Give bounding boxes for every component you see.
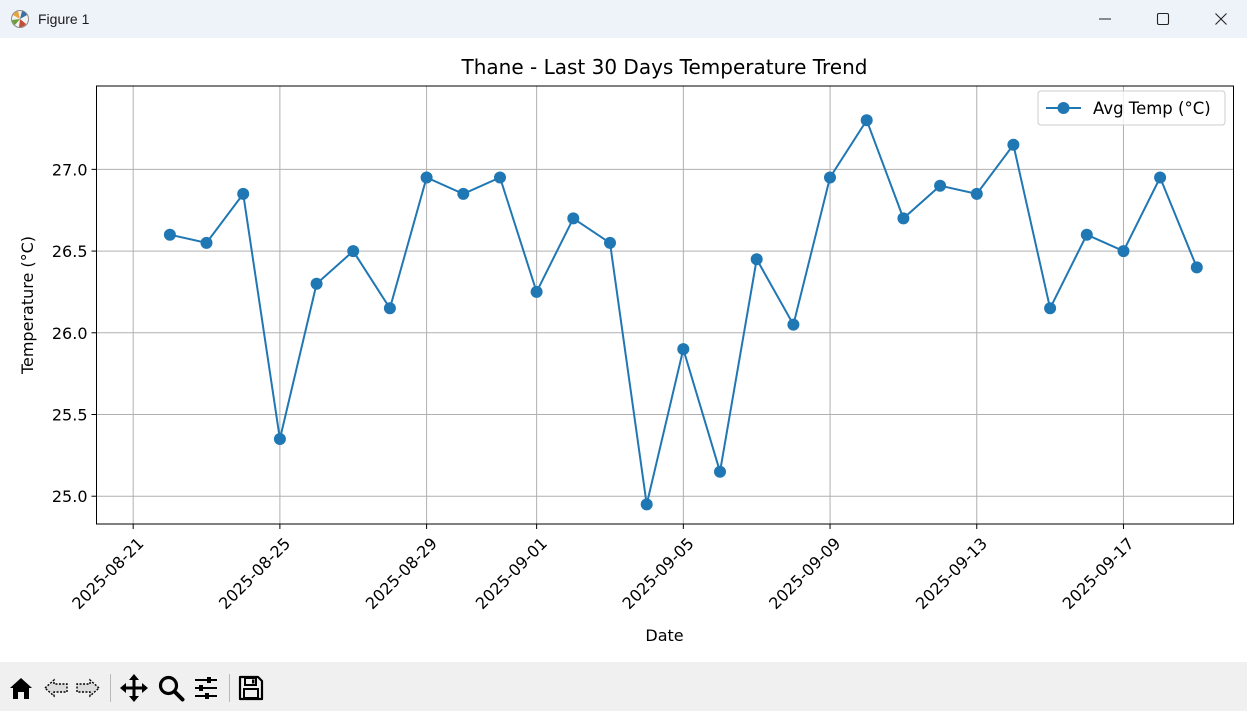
- forward-button[interactable]: [72, 672, 104, 704]
- y-tick-label: 25.0: [52, 487, 88, 506]
- toolbar-separator: [110, 674, 111, 702]
- x-tick-label: 2025-09-05: [618, 534, 697, 613]
- x-tick-label: 2025-08-25: [215, 534, 294, 613]
- y-tick-label: 26.0: [52, 324, 88, 343]
- data-point: [714, 465, 726, 478]
- data-point: [420, 171, 433, 184]
- figure-canvas[interactable]: 2025-08-21 2025-08-25 2025-08-29 2025-09-01…: [0, 38, 1247, 662]
- save-icon: [238, 675, 264, 701]
- x-tick-label: 2025-09-09: [765, 534, 844, 613]
- data-point: [494, 171, 506, 184]
- matplotlib-app-icon: [11, 10, 29, 28]
- data-point: [677, 343, 690, 356]
- temperature-line-chart: 2025-08-21 2025-08-25 2025-08-29 2025-09-01…: [18, 55, 1234, 645]
- window-titlebar: Figure 1: [0, 0, 1247, 39]
- forward-icon: [76, 678, 101, 698]
- legend-label: Avg Temp (°C): [1093, 99, 1211, 118]
- y-tick-label: 26.5: [52, 242, 88, 261]
- data-point: [347, 245, 360, 258]
- data-point: [273, 433, 286, 445]
- axis-ticks: 2025-08-21 2025-08-25 2025-08-29 2025-09-01…: [52, 160, 1138, 613]
- zoom-button[interactable]: [155, 672, 187, 704]
- legend: Avg Temp (°C): [1037, 90, 1226, 126]
- minimize-button[interactable]: [1077, 0, 1133, 38]
- data-point: [1154, 171, 1167, 184]
- data-point: [1007, 138, 1020, 151]
- window-title: Figure 1: [38, 11, 90, 27]
- data-point: [383, 302, 396, 315]
- data-point: [897, 212, 910, 225]
- data-point: [457, 187, 470, 200]
- back-icon: [43, 678, 68, 698]
- axes-frame: [96, 85, 1234, 525]
- x-tick-label: 2025-08-29: [362, 534, 441, 613]
- data-point: [824, 171, 836, 184]
- data-point: [310, 277, 323, 290]
- maximize-icon: [1156, 12, 1170, 26]
- y-axis-label: Temperature (°C): [18, 236, 37, 375]
- data-point: [1044, 302, 1057, 315]
- back-button[interactable]: [40, 672, 72, 704]
- minimize-icon: [1099, 18, 1111, 20]
- toolbar-separator: [229, 674, 230, 702]
- close-icon: [1215, 13, 1227, 25]
- configure-subplots-button[interactable]: [190, 672, 222, 704]
- data-point: [163, 228, 176, 241]
- x-axis-label: Date: [645, 626, 683, 645]
- data-point: [200, 236, 213, 249]
- data-point: [860, 114, 873, 127]
- home-button[interactable]: [5, 672, 37, 704]
- data-point: [604, 236, 616, 249]
- data-point: [750, 253, 763, 266]
- grid-lines: [96, 86, 1234, 524]
- data-point: [934, 179, 947, 192]
- zoom-icon: [158, 675, 185, 702]
- home-icon: [10, 678, 32, 699]
- pan-icon: [120, 674, 148, 702]
- legend-box: [1037, 90, 1226, 126]
- data-point: [970, 187, 983, 200]
- data-point: [640, 498, 653, 511]
- x-tick-label: 2025-09-01: [472, 534, 551, 613]
- maximize-button[interactable]: [1135, 0, 1191, 38]
- pan-button[interactable]: [118, 672, 150, 704]
- data-point: [567, 212, 580, 225]
- data-point: [237, 187, 250, 200]
- data-point: [787, 318, 800, 331]
- close-button[interactable]: [1193, 0, 1247, 38]
- y-tick-label: 27.0: [52, 160, 88, 179]
- x-tick-label: 2025-09-17: [1059, 534, 1138, 613]
- data-point: [1190, 261, 1203, 274]
- series-markers: [163, 114, 1203, 511]
- x-tick-label: 2025-08-21: [68, 534, 147, 613]
- data-point: [1117, 245, 1130, 258]
- y-tick-label: 25.5: [52, 406, 88, 425]
- x-tick-label: 2025-09-13: [912, 534, 991, 613]
- data-point: [1080, 228, 1093, 241]
- configure-subplots-icon: [195, 677, 217, 699]
- navigation-toolbar: [0, 662, 1247, 711]
- data-point: [530, 285, 543, 298]
- save-button[interactable]: [235, 672, 267, 704]
- legend-marker-swatch: [1057, 102, 1070, 114]
- chart-title: Thane - Last 30 Days Temperature Trend: [461, 55, 868, 79]
